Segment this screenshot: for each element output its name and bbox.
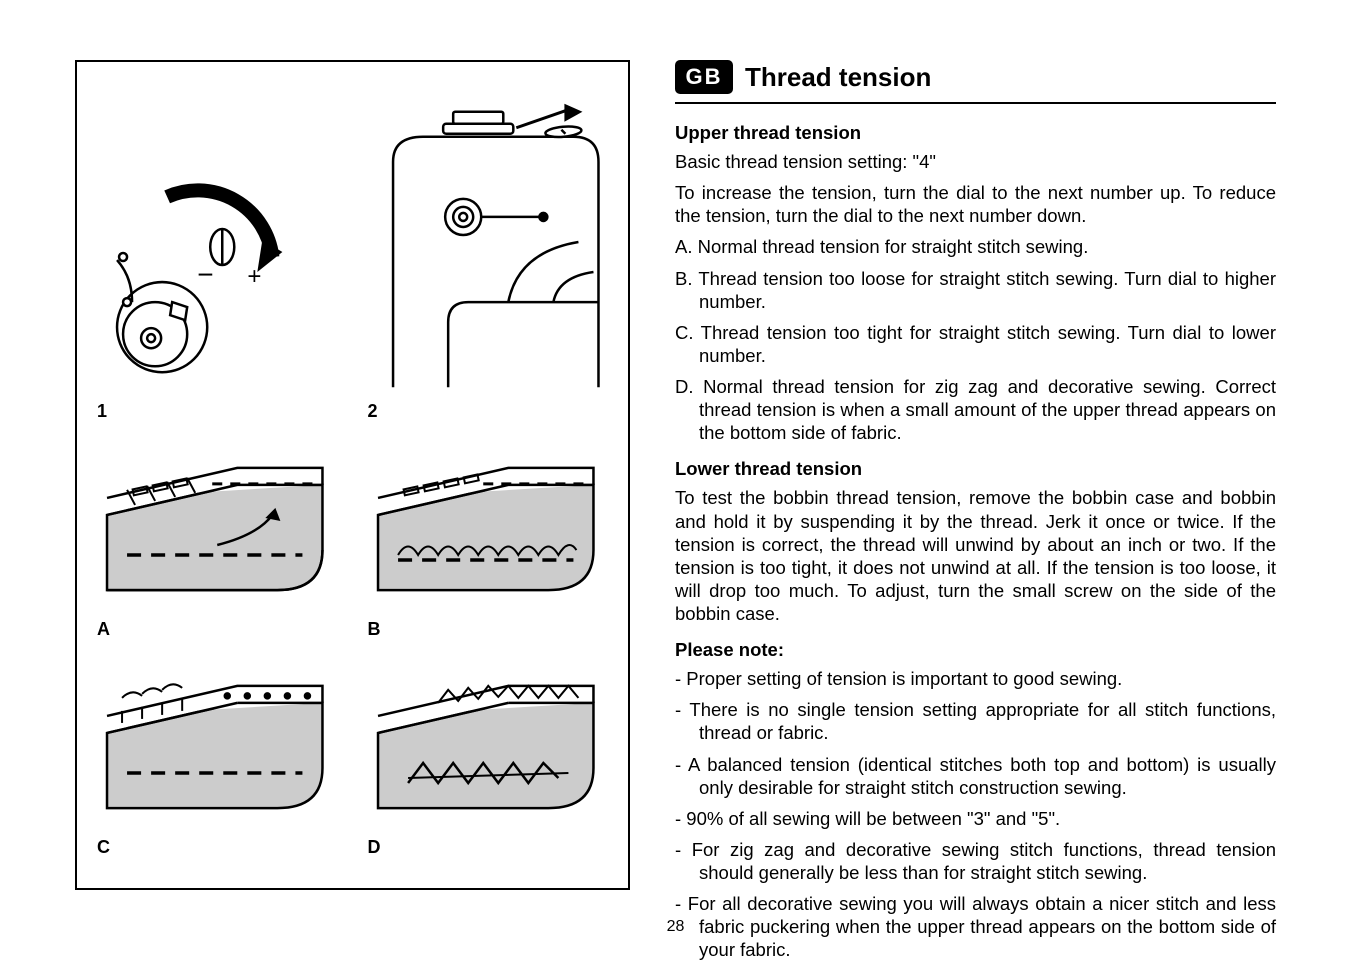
note-6: - For all decorative sewing you will alw… [675,892,1276,961]
note-1: - Proper setting of tension is important… [675,667,1276,690]
item-a: A. Normal thread tension for straight st… [675,235,1276,258]
dial-illustration: − + [97,82,338,422]
item-b: B. Thread tension too loose for straight… [675,267,1276,313]
note-4: - 90% of all sewing will be between "3" … [675,807,1276,830]
stitch-a-illustration [97,440,338,640]
lower-body: To test the bobbin thread tension, remov… [675,486,1276,625]
figure-c: C [97,658,338,858]
figure-frame: − + 1 [75,60,630,890]
content-columns: − + 1 [75,60,1276,890]
stitch-c-illustration [97,658,338,858]
fig-label-2: 2 [368,401,378,422]
manual-page: − + 1 [0,0,1351,954]
upper-heading: Upper thread tension [675,122,1276,144]
figure-column: − + 1 [75,60,630,890]
language-badge: GB [675,60,733,94]
basic-setting: Basic thread tension setting: "4" [675,150,1276,173]
fig-label-b: B [368,619,381,640]
svg-text:−: − [197,259,213,290]
svg-text:+: + [247,263,261,290]
item-d: D. Normal thread tension for zig zag and… [675,375,1276,444]
fig-label-d: D [368,837,381,858]
machine-illustration [368,82,609,422]
lower-heading: Lower thread tension [675,458,1276,480]
fig-label-c: C [97,837,110,858]
item-c: C. Thread tension too tight for straight… [675,321,1276,367]
upper-intro: To increase the tension, turn the dial t… [675,181,1276,227]
title-divider [675,102,1276,104]
heading-row: GB Thread tension [675,60,1276,94]
fig-label-1: 1 [97,401,107,422]
note-2: - There is no single tension setting app… [675,698,1276,744]
stitch-b-illustration [368,440,609,640]
stitch-d-illustration [368,658,609,858]
figure-d: D [368,658,609,858]
note-5: - For zig zag and decorative sewing stit… [675,838,1276,884]
note-list: - Proper setting of tension is important… [675,667,1276,961]
upper-list: A. Normal thread tension for straight st… [675,235,1276,444]
page-number: 28 [667,918,685,936]
page-title: Thread tension [745,62,931,93]
figure-2: 2 [368,82,609,422]
note-3: - A balanced tension (identical stitches… [675,753,1276,799]
figure-b: B [368,440,609,640]
figure-1: − + 1 [97,82,338,422]
text-column: GB Thread tension Upper thread tension B… [675,60,1276,890]
note-heading: Please note: [675,639,1276,661]
fig-label-a: A [97,619,110,640]
figure-a: A [97,440,338,640]
